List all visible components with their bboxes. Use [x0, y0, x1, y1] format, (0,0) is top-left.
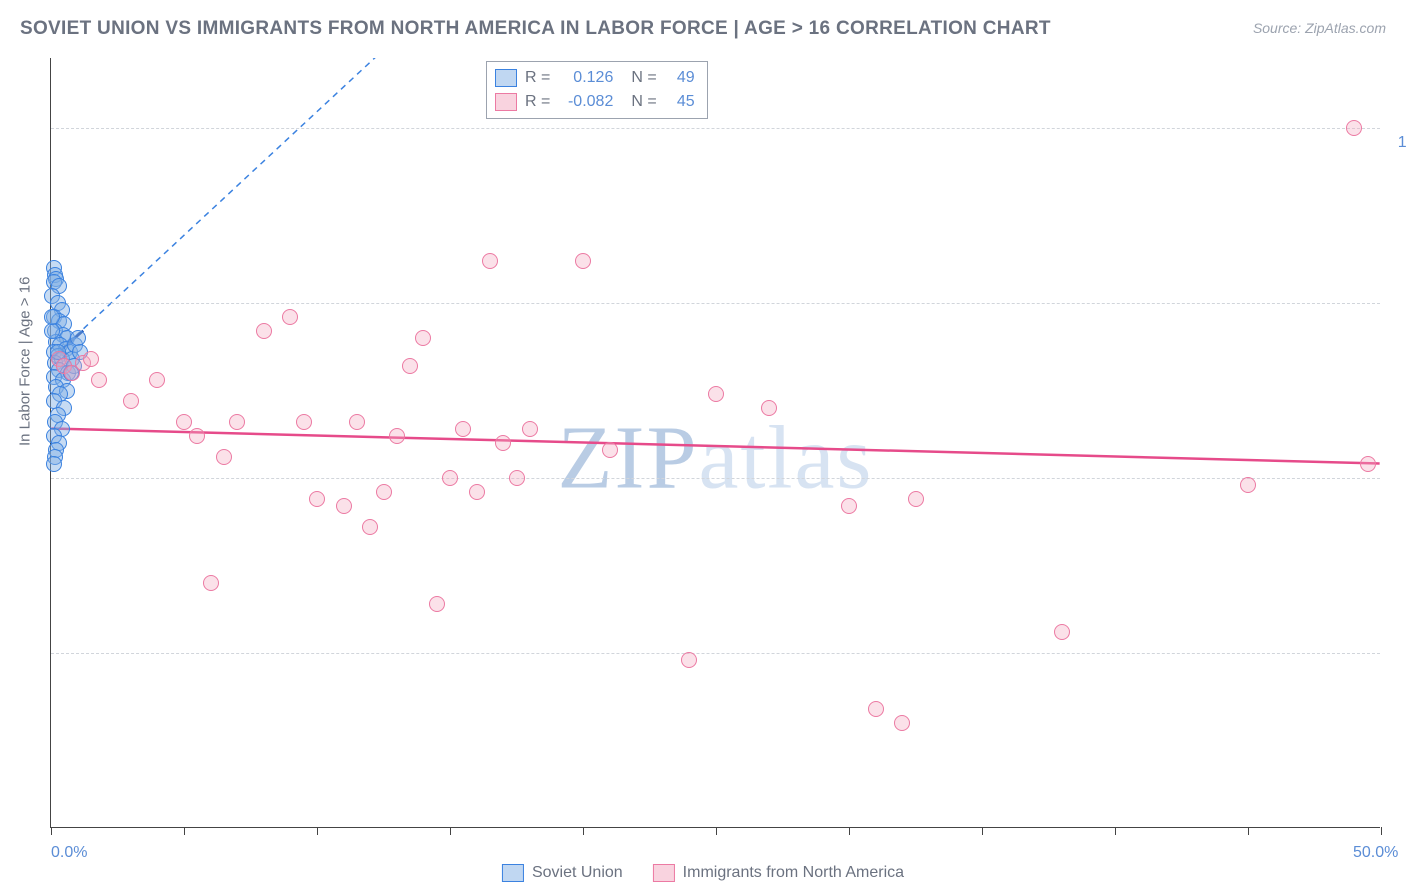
- data-point: [44, 323, 60, 339]
- y-tick-label: 100.0%: [1398, 134, 1406, 152]
- data-point: [442, 470, 458, 486]
- data-point: [46, 456, 62, 472]
- data-point: [149, 372, 165, 388]
- data-point: [123, 393, 139, 409]
- data-point: [1054, 624, 1070, 640]
- x-tick: [317, 827, 318, 835]
- legend-row: R = -0.082 N = 45: [495, 90, 695, 114]
- legend-label: Soviet Union: [532, 864, 623, 882]
- data-point: [469, 484, 485, 500]
- legend-n-label: N =: [631, 90, 656, 114]
- legend-swatch: [653, 864, 675, 882]
- legend-r-value: -0.082: [558, 90, 613, 114]
- chart-title: SOVIET UNION VS IMMIGRANTS FROM NORTH AM…: [20, 18, 1051, 40]
- data-point: [575, 253, 591, 269]
- watermark-part2: atlas: [699, 408, 874, 507]
- data-point: [216, 449, 232, 465]
- data-point: [91, 372, 107, 388]
- source-label: Source: ZipAtlas.com: [1253, 20, 1386, 36]
- data-point: [309, 491, 325, 507]
- x-tick: [1248, 827, 1249, 835]
- plot-area: ZIPatlas R = 0.126 N = 49 R = -0.082 N =…: [50, 58, 1380, 828]
- data-point: [681, 652, 697, 668]
- x-tick-label: 50.0%: [1353, 844, 1398, 862]
- x-tick: [51, 827, 52, 835]
- legend-swatch: [495, 69, 517, 87]
- data-point: [282, 309, 298, 325]
- data-point: [495, 435, 511, 451]
- bottom-legend-item: Immigrants from North America: [653, 864, 904, 882]
- data-point: [362, 519, 378, 535]
- legend-swatch: [502, 864, 524, 882]
- data-point: [522, 421, 538, 437]
- gridline: [51, 653, 1380, 654]
- legend-n-value: 45: [665, 90, 695, 114]
- bottom-legend-item: Soviet Union: [502, 864, 623, 882]
- data-point: [189, 428, 205, 444]
- gridline: [51, 128, 1380, 129]
- data-point: [708, 386, 724, 402]
- data-point: [868, 701, 884, 717]
- y-axis-label: In Labor Force | Age > 16: [17, 277, 34, 446]
- x-tick: [849, 827, 850, 835]
- bottom-legend: Soviet Union Immigrants from North Ameri…: [502, 864, 904, 882]
- x-tick: [716, 827, 717, 835]
- data-point: [176, 414, 192, 430]
- legend-n-value: 49: [665, 66, 695, 90]
- data-point: [1346, 120, 1362, 136]
- data-point: [761, 400, 777, 416]
- legend-r-value: 0.126: [558, 66, 613, 90]
- legend-r-label: R =: [525, 66, 550, 90]
- data-point: [482, 253, 498, 269]
- legend-swatch: [495, 93, 517, 111]
- data-point: [296, 414, 312, 430]
- data-point: [908, 491, 924, 507]
- data-point: [336, 498, 352, 514]
- watermark-part1: ZIP: [558, 408, 699, 507]
- gridline: [51, 303, 1380, 304]
- data-point: [376, 484, 392, 500]
- x-tick: [982, 827, 983, 835]
- legend-label: Immigrants from North America: [683, 864, 904, 882]
- legend-r-label: R =: [525, 90, 550, 114]
- data-point: [429, 596, 445, 612]
- data-point: [203, 575, 219, 591]
- trend-lines-svg: [51, 58, 1380, 827]
- x-tick: [450, 827, 451, 835]
- data-point: [402, 358, 418, 374]
- data-point: [349, 414, 365, 430]
- x-tick: [583, 827, 584, 835]
- x-tick: [1381, 827, 1382, 835]
- x-tick: [184, 827, 185, 835]
- legend-n-label: N =: [631, 66, 656, 90]
- x-tick: [1115, 827, 1116, 835]
- data-point: [415, 330, 431, 346]
- data-point: [1240, 477, 1256, 493]
- data-point: [44, 309, 60, 325]
- data-point: [841, 498, 857, 514]
- data-point: [602, 442, 618, 458]
- data-point: [455, 421, 471, 437]
- correlation-legend: R = 0.126 N = 49 R = -0.082 N = 45: [486, 61, 708, 119]
- gridline: [51, 478, 1380, 479]
- data-point: [1360, 456, 1376, 472]
- legend-row: R = 0.126 N = 49: [495, 66, 695, 90]
- data-point: [509, 470, 525, 486]
- data-point: [389, 428, 405, 444]
- data-point: [229, 414, 245, 430]
- x-tick-label: 0.0%: [51, 844, 87, 862]
- data-point: [83, 351, 99, 367]
- data-point: [894, 715, 910, 731]
- watermark: ZIPatlas: [558, 406, 874, 509]
- data-point: [256, 323, 272, 339]
